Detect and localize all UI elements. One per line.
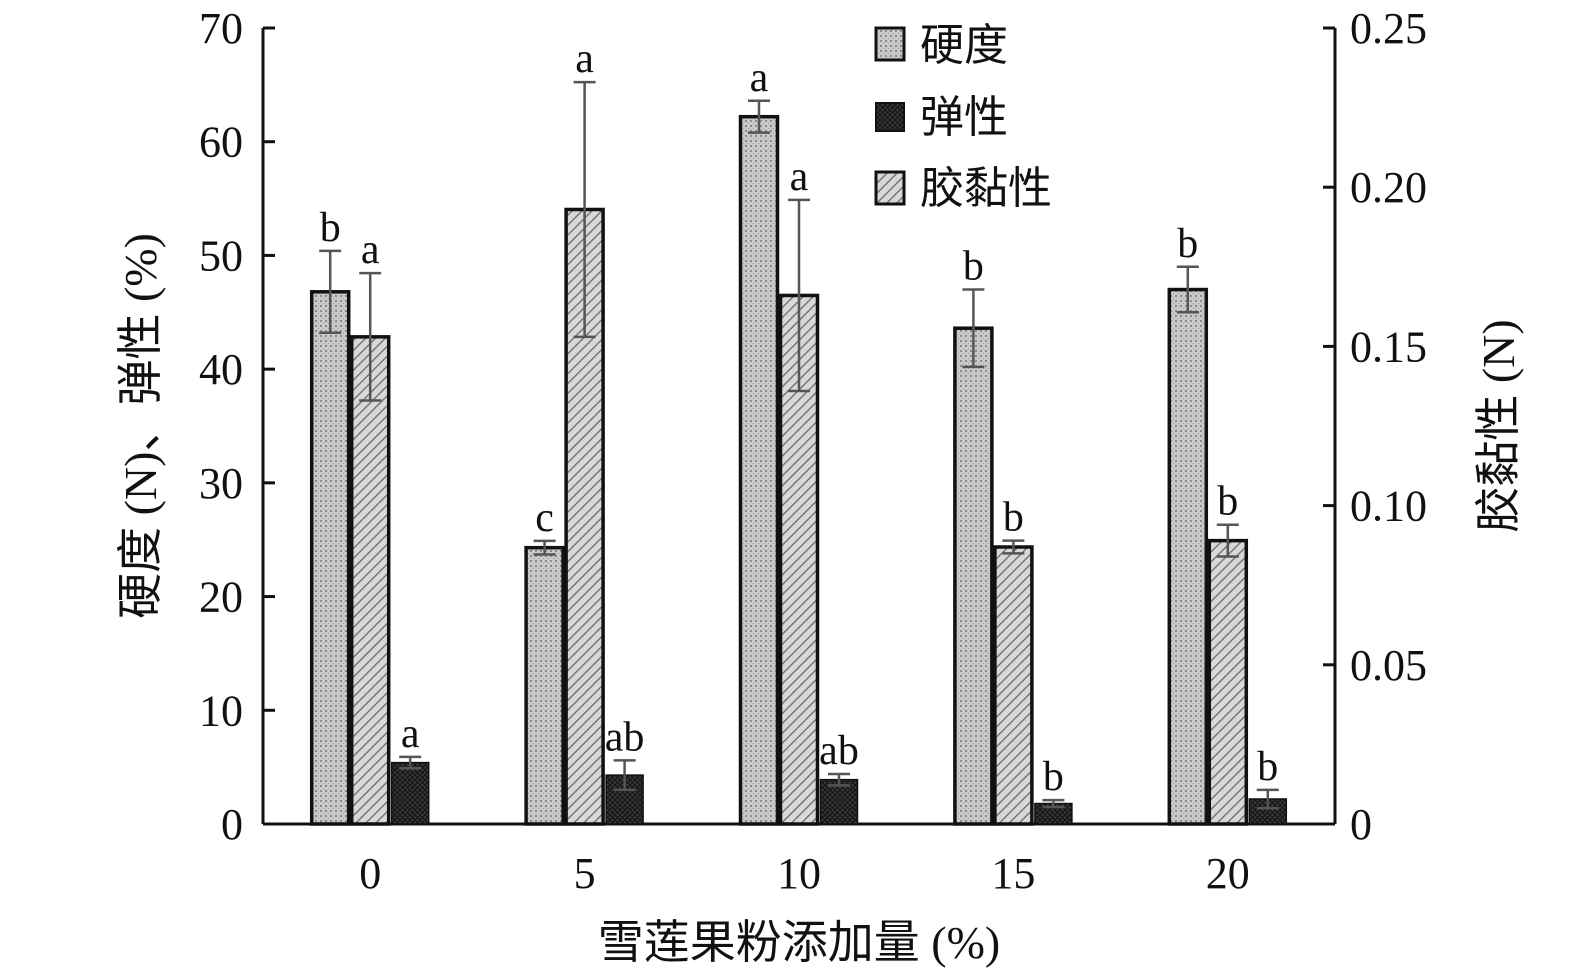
significance-label: b: [963, 244, 984, 290]
y-axis-left-title: 硬度 (N)、弹性 (%): [115, 233, 166, 619]
x-tick-label: 10: [777, 849, 821, 898]
legend-label-hardness: 硬度: [920, 21, 1008, 70]
y-right-tick-label: 0.10: [1350, 482, 1427, 531]
y-left-tick-label: 10: [199, 686, 243, 735]
bar-springiness: [1248, 798, 1288, 825]
significance-label: c: [535, 495, 554, 541]
bar-hardness: [524, 545, 565, 826]
significance-label: b: [1043, 754, 1064, 800]
significance-label: b: [320, 205, 341, 251]
y-right-tick-label: 0.15: [1350, 322, 1427, 371]
bar-gumminess: [1207, 538, 1249, 826]
x-axis-title: 雪莲果粉添加量 (%): [598, 917, 1000, 968]
y-left-tick-label: 70: [199, 4, 243, 53]
legend-swatch-hardness: [874, 26, 906, 62]
y-right-tick-label: 0: [1350, 800, 1372, 849]
y-right-tick-label: 0.25: [1350, 4, 1427, 53]
bar-hardness: [309, 290, 351, 826]
legend-label-gumminess: 胶黏性: [920, 164, 1052, 213]
bar-springiness: [605, 774, 644, 825]
y-axis-right-title: 胶黏性 (N): [1473, 319, 1524, 532]
bar-springiness: [819, 778, 859, 825]
significance-label: ab: [819, 728, 859, 774]
y-right-tick-label: 0.05: [1350, 641, 1427, 690]
legend-swatch-gumminess: [874, 170, 906, 206]
bar-gumminess: [349, 335, 391, 826]
significance-label: ab: [605, 714, 645, 760]
significance-label: a: [401, 711, 420, 757]
bar-gumminess: [993, 545, 1034, 826]
significance-label: a: [750, 55, 769, 101]
legend: 硬度 弹性 胶黏性: [874, 21, 1052, 213]
y-left-tick-label: 30: [199, 459, 243, 508]
bar-hardness: [738, 114, 780, 826]
significance-label: b: [1177, 221, 1198, 267]
bar-springiness: [390, 761, 430, 825]
significance-label: a: [790, 154, 809, 200]
bar-hardness: [953, 326, 994, 826]
x-tick-label: 15: [991, 849, 1035, 898]
y-right-tick-label: 0.20: [1350, 163, 1427, 212]
bar-hardness: [1167, 287, 1209, 826]
significance-label: b: [1217, 479, 1238, 525]
x-tick-label: 0: [359, 849, 381, 898]
significance-label: a: [361, 227, 380, 273]
significance-label: a: [575, 36, 594, 82]
y-left-tick-label: 60: [199, 118, 243, 167]
x-tick-label: 5: [574, 849, 596, 898]
legend-swatch-springiness: [875, 102, 905, 132]
y-left-tick-label: 50: [199, 231, 243, 280]
y-left-tick-label: 20: [199, 573, 243, 622]
x-tick-label: 20: [1206, 849, 1250, 898]
legend-label-springiness: 弹性: [920, 93, 1008, 142]
y-left-tick-label: 40: [199, 345, 243, 394]
y-left-tick-label: 0: [221, 800, 243, 849]
significance-label: b: [1257, 744, 1278, 790]
significance-label: b: [1003, 495, 1024, 541]
